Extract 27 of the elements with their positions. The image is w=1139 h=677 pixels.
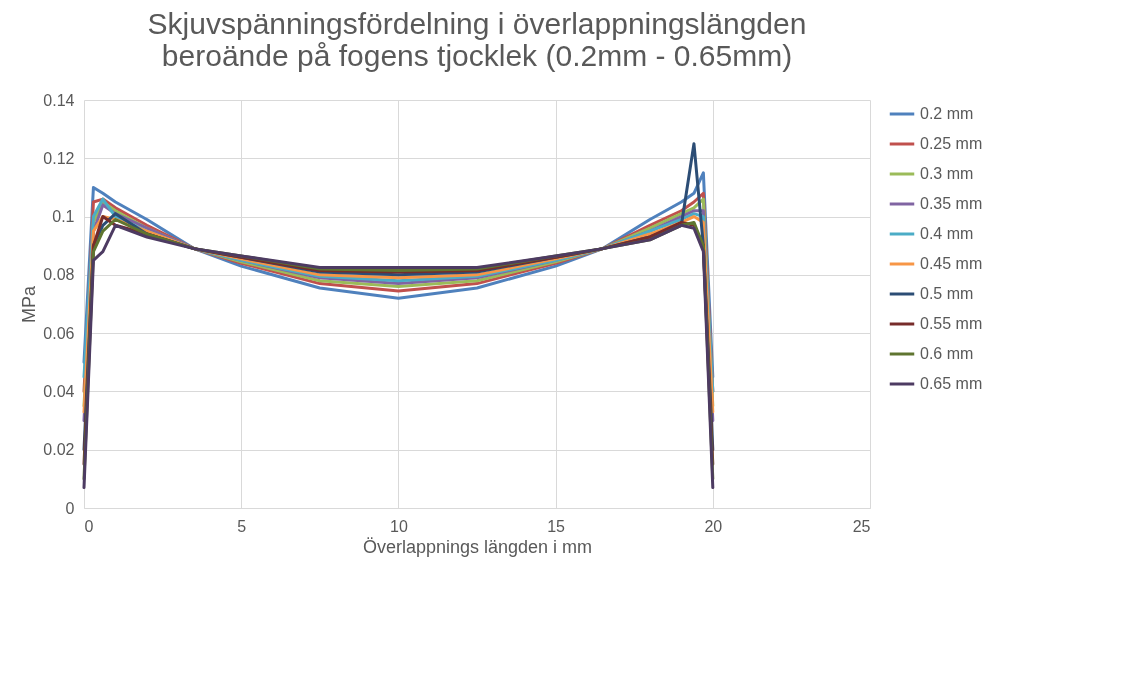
legend-label: 0.45 mm (920, 255, 983, 272)
legend-label: 0.3 mm (920, 165, 974, 182)
y-tick-label: 0.06 (43, 324, 75, 342)
legend-label: 0.55 mm (920, 315, 983, 332)
x-tick-label: 5 (237, 517, 247, 535)
x-tick-label: 25 (852, 517, 871, 535)
chart-title: Skjuvspänningsfördelning i överlappningslängden beroände på fogens tjocklek (0.2mm - 0.65mm) (147, 7, 807, 72)
legend-label: 0.2 mm (920, 105, 974, 122)
x-tick-label: 20 (704, 517, 723, 535)
y-tick-label: 0.14 (43, 91, 75, 109)
y-tick-label: 0.02 (43, 441, 75, 459)
legend-label: 0.65 mm (920, 375, 983, 392)
x-axis-title: Överlappnings längden i mm (362, 536, 593, 557)
y-tick-label: 0.1 (52, 208, 75, 226)
x-tick-label: 15 (547, 517, 566, 535)
legend-label: 0.6 mm (920, 345, 974, 362)
y-tick-label: 0.12 (43, 149, 75, 167)
legend-label: 0.25 mm (920, 135, 983, 152)
legend-label: 0.4 mm (920, 225, 974, 242)
y-tick-label: 0.04 (43, 382, 75, 400)
y-tick-label: 0.08 (43, 266, 75, 284)
y-tick-label: 0 (65, 499, 75, 517)
legend-label: 0.35 mm (920, 195, 983, 212)
y-axis-title: MPa (19, 285, 40, 324)
x-tick-label: 10 (390, 517, 408, 535)
x-tick-label: 0 (84, 517, 94, 535)
legend-label: 0.5 mm (920, 285, 974, 302)
